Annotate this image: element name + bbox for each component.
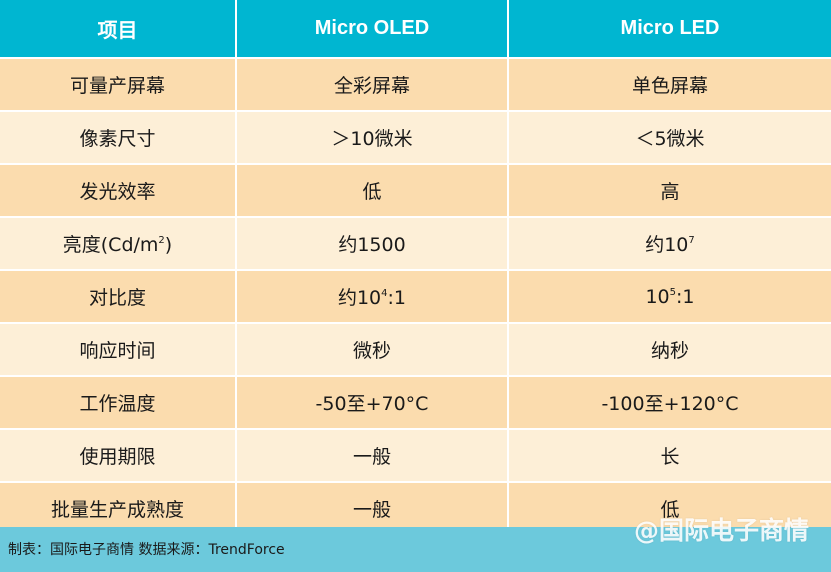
cell-item: 对比度 (0, 270, 237, 324)
cell-micro-oled: 一般 (236, 429, 509, 483)
table-row: 可量产屏幕 全彩屏幕 单色屏幕 (0, 58, 831, 112)
cell-text: 10 (645, 285, 670, 308)
cell-micro-led: 单色屏幕 (508, 58, 831, 112)
cell-suffix: :1 (676, 285, 695, 308)
table-header-row: 项目 Micro OLED Micro LED (0, 0, 831, 59)
header-micro-oled: Micro OLED (236, 0, 509, 59)
table-row: 发光效率低高 (0, 164, 831, 218)
table-body: 可量产屏幕 全彩屏幕 单色屏幕 像素尺寸 ＞10微米 ＜5微米 发光效率低高亮度(Cd/m2… (0, 58, 831, 536)
cell-superscript: 5 (669, 286, 677, 298)
cell-micro-led: ＜5微米 (508, 111, 831, 165)
table-row: 对比度 约104:1 105:1 (0, 270, 831, 324)
cell-micro-oled: ＞10微米 (236, 111, 509, 165)
cell-micro-oled: 微秒 (236, 323, 509, 377)
cell-micro-oled: 低 (236, 164, 509, 218)
cell-superscript: 4 (381, 288, 388, 299)
cell-micro-led: -100至+120°C (508, 376, 831, 430)
watermark: @国际电子商情 (633, 516, 809, 545)
cell-micro-oled: 约104:1 (236, 270, 509, 324)
cell-text: 约10 (645, 234, 689, 256)
cell-micro-oled: -50至+70°C (236, 376, 509, 430)
cell-suffix: :1 (387, 287, 407, 309)
cell-item: 发光效率 (0, 164, 237, 218)
cell-item: 可量产屏幕 (0, 58, 237, 112)
table-row: 响应时间 微秒 纳秒 (0, 323, 831, 377)
cell-micro-led: 纳秒 (508, 323, 831, 377)
table-row: 亮度(Cd/m2) 约1500 约107 (0, 217, 831, 271)
cell-suffix: ) (164, 234, 173, 256)
cell-micro-led: 高 (508, 164, 831, 218)
cell-item: 亮度(Cd/m2) (0, 217, 237, 271)
header-item: 项目 (0, 0, 237, 59)
source-caption: 制表：国际电子商情 数据来源：TrendForce (8, 542, 285, 558)
cell-item: 响应时间 (0, 323, 237, 377)
footer-bar: 制表：国际电子商情 数据来源：TrendForce (0, 527, 831, 572)
table-row: 像素尺寸 ＞10微米 ＜5微米 (0, 111, 831, 165)
cell-item: 工作温度 (0, 376, 237, 430)
table-row: 使用期限 一般长 (0, 429, 831, 483)
cell-text: 约10 (337, 287, 382, 309)
comparison-table: 项目 Micro OLED Micro LED 可量产屏幕 全彩屏幕 单色屏幕 像素尺… (0, 0, 831, 536)
cell-micro-oled: 全彩屏幕 (236, 58, 509, 112)
table-row: 工作温度 -50至+70°C -100至+120°C (0, 376, 831, 430)
cell-micro-led: 约107 (508, 217, 831, 271)
cell-micro-led: 105:1 (508, 270, 831, 324)
cell-superscript: 2 (158, 235, 165, 246)
header-micro-led: Micro LED (508, 0, 831, 59)
cell-item: 使用期限 (0, 429, 237, 483)
cell-micro-oled: 约1500 (236, 217, 509, 271)
cell-micro-led: 长 (508, 429, 831, 483)
cell-text: 亮度(Cd/m (62, 234, 159, 256)
cell-superscript: 7 (688, 235, 695, 246)
cell-item: 像素尺寸 (0, 111, 237, 165)
